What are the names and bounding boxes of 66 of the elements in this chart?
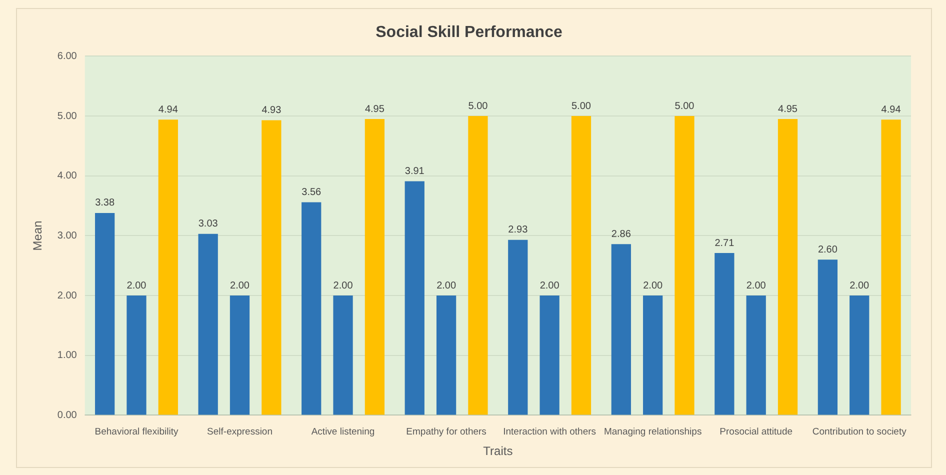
data-label: 2.00 bbox=[850, 280, 870, 292]
data-label: 3.56 bbox=[302, 186, 322, 198]
data-label: 4.94 bbox=[158, 104, 178, 116]
data-label: 4.95 bbox=[778, 104, 798, 115]
x-tick-label: Managing relationships bbox=[604, 426, 702, 438]
bar bbox=[198, 234, 218, 415]
data-label: 3.91 bbox=[404, 166, 425, 177]
data-label: 2.00 bbox=[746, 280, 766, 292]
bar bbox=[262, 120, 282, 415]
data-label: 2.60 bbox=[818, 244, 838, 256]
bar bbox=[126, 296, 146, 415]
x-tick-label: Prosocial attitude bbox=[720, 426, 793, 438]
data-label: 2.93 bbox=[508, 224, 528, 236]
bar bbox=[404, 181, 424, 415]
data-label: 5.00 bbox=[468, 100, 488, 112]
y-tick-label: 0.00 bbox=[57, 410, 78, 421]
x-tick-label: Self-expression bbox=[207, 426, 273, 438]
y-tick-label: 1.00 bbox=[57, 350, 78, 362]
bar bbox=[364, 119, 385, 415]
bar bbox=[746, 296, 766, 415]
y-tick-label: 4.00 bbox=[57, 170, 78, 182]
y-tick-label: 6.00 bbox=[57, 50, 78, 62]
data-label: 2.00 bbox=[333, 280, 354, 292]
x-tick-label: Behavioral flexibility bbox=[94, 426, 178, 438]
bar bbox=[571, 116, 592, 415]
y-tick-label: 5.00 bbox=[57, 110, 78, 122]
bar bbox=[436, 296, 456, 415]
data-label: 2.00 bbox=[436, 280, 456, 292]
data-label: 2.86 bbox=[611, 228, 632, 240]
bar bbox=[230, 296, 250, 415]
data-label: 2.00 bbox=[126, 280, 147, 292]
chart-title: Social Skill Performance bbox=[376, 24, 562, 42]
data-label: 2.00 bbox=[643, 280, 663, 292]
bar bbox=[881, 120, 901, 415]
bar bbox=[302, 202, 322, 415]
bar bbox=[508, 240, 528, 415]
x-tick-label: Active listening bbox=[311, 426, 375, 438]
bar bbox=[95, 212, 115, 415]
data-label: 4.94 bbox=[881, 104, 902, 116]
bar bbox=[468, 116, 488, 415]
bar bbox=[818, 260, 838, 415]
data-label: 5.00 bbox=[674, 100, 695, 112]
data-label: 3.03 bbox=[198, 218, 218, 230]
x-tick-label: Contribution to society bbox=[812, 426, 907, 438]
x-axis-title: Traits bbox=[483, 444, 513, 458]
bar bbox=[850, 296, 870, 415]
bar bbox=[540, 296, 560, 415]
y-tick-label: 2.00 bbox=[57, 290, 78, 302]
y-tick-label: 3.00 bbox=[57, 230, 78, 242]
data-label: 4.95 bbox=[364, 104, 385, 115]
data-label: 2.00 bbox=[230, 280, 250, 292]
bar bbox=[333, 296, 353, 415]
y-axis-title: Mean bbox=[30, 220, 45, 251]
bar bbox=[158, 120, 178, 415]
data-label: 4.93 bbox=[262, 104, 282, 116]
bar bbox=[611, 244, 631, 415]
bar bbox=[674, 116, 694, 415]
bar bbox=[714, 253, 734, 415]
bar bbox=[643, 296, 663, 415]
bar bbox=[778, 119, 798, 415]
x-tick-label: Interaction with others bbox=[503, 426, 596, 438]
x-tick-label: Empathy for others bbox=[406, 426, 487, 438]
data-label: 2.71 bbox=[714, 238, 735, 249]
data-label: 2.00 bbox=[540, 280, 560, 292]
data-label: 3.38 bbox=[95, 198, 115, 209]
data-label: 5.00 bbox=[572, 100, 592, 112]
